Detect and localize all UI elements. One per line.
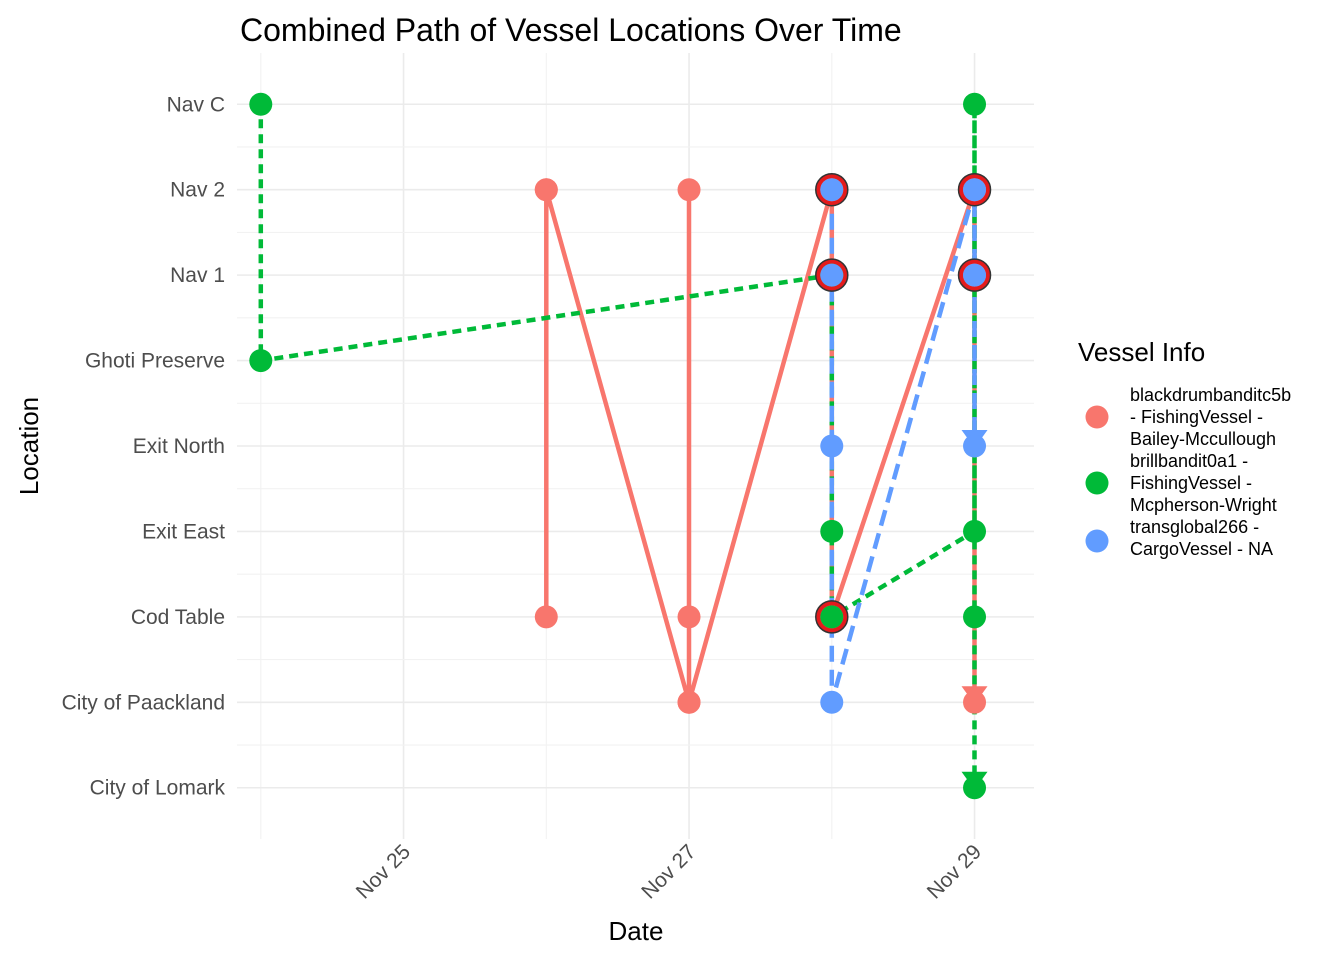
data-point-series-0 (534, 605, 558, 629)
data-point-series-1 (963, 605, 987, 629)
data-point-series-2 (820, 178, 844, 202)
legend-label: Bailey-Mccullough (1130, 429, 1276, 449)
data-point-series-0 (534, 178, 558, 202)
y-tick-label: Cod Table (131, 606, 225, 629)
legend-label: - FishingVessel - (1130, 407, 1263, 427)
data-point-series-1 (820, 519, 844, 543)
legend-title: Vessel Info (1078, 337, 1205, 367)
data-point-series-2 (963, 178, 987, 202)
y-tick-label: Nav C (167, 93, 225, 116)
y-tick-label: Nav 1 (170, 264, 225, 287)
y-tick-label: City of Paackland (62, 691, 225, 714)
plot-area (249, 92, 992, 800)
y-tick-label: Nav 2 (170, 179, 225, 202)
data-point-series-1 (249, 92, 273, 116)
data-point-series-2 (963, 263, 987, 287)
x-axis: Nov 25 Nov 27 Nov 29 (352, 840, 986, 903)
data-point-series-2 (820, 263, 844, 287)
y-tick-label: City of Lomark (90, 777, 226, 800)
grid (237, 53, 1034, 839)
data-point-series-2 (820, 434, 844, 458)
data-point-series-1 (249, 349, 273, 373)
legend-label: transglobal266 - (1130, 517, 1259, 537)
legend-label: Mcpherson-Wright (1130, 495, 1277, 515)
data-point-series-1 (963, 519, 987, 543)
y-axis-title: Location (14, 397, 44, 495)
data-point-series-2 (820, 690, 844, 714)
y-tick-label: Exit North (133, 435, 225, 458)
legend-key-2 (1085, 529, 1109, 553)
legend-label: brillbandit0a1 - (1130, 451, 1248, 471)
legend-label: blackdrumbanditc5b (1130, 385, 1291, 405)
data-point-series-2 (963, 434, 987, 458)
legend: Vessel Info blackdrumbanditc5b- FishingV… (1078, 337, 1291, 559)
data-point-series-1 (820, 605, 844, 629)
data-point-series-0 (677, 690, 701, 714)
y-tick-label: Exit East (142, 520, 225, 543)
data-point-series-1 (963, 92, 987, 116)
x-tick-label: Nov 25 (352, 840, 415, 903)
data-point-series-0 (963, 690, 987, 714)
x-tick-label: Nov 27 (637, 840, 700, 903)
y-axis: City of Lomark City of Paackland Cod Table… (62, 93, 226, 799)
legend-label: FishingVessel - (1130, 473, 1252, 493)
chart-title: Combined Path of Vessel Locations Over T… (240, 12, 902, 48)
legend-label: CargoVessel - NA (1130, 539, 1273, 559)
data-point-series-0 (677, 178, 701, 202)
x-tick-label: Nov 29 (923, 840, 986, 903)
y-tick-label: Ghoti Preserve (85, 350, 225, 373)
legend-key-1 (1085, 471, 1109, 495)
legend-key-0 (1085, 405, 1109, 429)
x-axis-title: Date (609, 916, 664, 946)
data-point-series-1 (963, 776, 987, 800)
data-point-series-0 (677, 605, 701, 629)
